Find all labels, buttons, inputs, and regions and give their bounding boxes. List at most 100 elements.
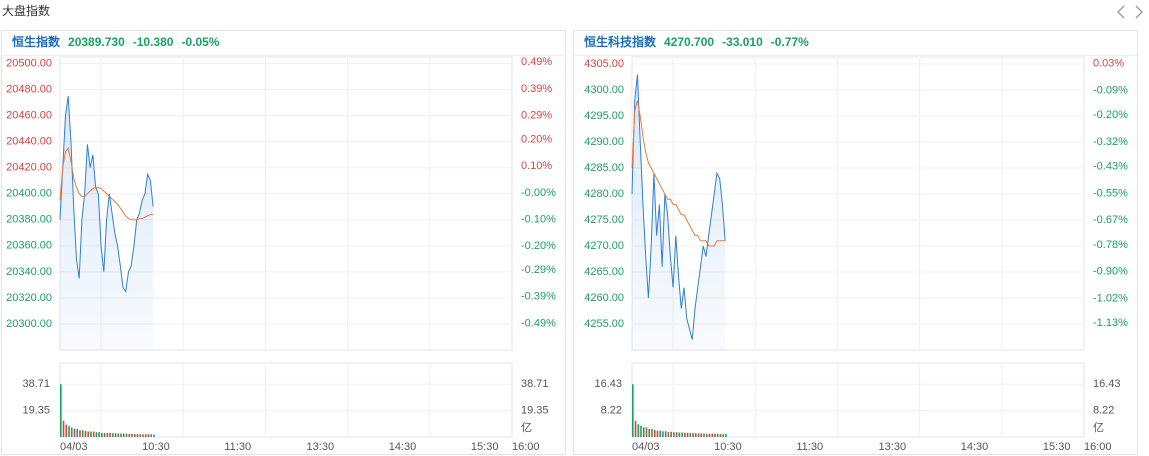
x-tick-label: 11:30	[224, 441, 251, 453]
volume-tick-label: 19.35	[22, 405, 50, 417]
y-tick-label: 20400.00	[6, 188, 52, 200]
volume-bar	[651, 428, 653, 437]
volume-tick-label: 19.35	[521, 405, 549, 417]
volume-bar	[711, 433, 714, 437]
volume-bar	[73, 428, 76, 437]
volume-tick-label: 38.71	[521, 378, 549, 390]
volume-bar	[678, 432, 681, 437]
panel-header: 恒生科技指数 4270.700 -33.010 -0.77%	[584, 34, 809, 49]
volume-bar	[101, 432, 103, 437]
volume-bar	[656, 430, 659, 437]
volume-bar	[106, 432, 109, 437]
y-tick-label: 20300.00	[6, 318, 52, 330]
y-tick-label: 20380.00	[6, 214, 52, 226]
volume-bar	[659, 430, 661, 437]
y2-tick-label: -0.78%	[1093, 239, 1128, 251]
volume-bar	[120, 433, 122, 437]
y2-tick-label: 0.20%	[521, 133, 552, 145]
x-tick-label: 10:30	[714, 441, 742, 453]
volume-bar	[133, 434, 136, 437]
volume-bar	[95, 432, 98, 437]
volume-bar	[139, 434, 142, 437]
volume-bar	[81, 430, 84, 437]
volume-bar	[705, 433, 708, 437]
y2-tick-label: 0.39%	[521, 83, 552, 95]
volume-bar	[645, 427, 648, 437]
volume-bar	[92, 431, 95, 437]
volume-bar	[70, 427, 73, 437]
y2-tick-label: -1.13%	[1093, 317, 1128, 329]
volume-bar	[632, 384, 634, 437]
y2-tick-label: -0.10%	[521, 213, 556, 225]
volume-bar	[648, 428, 651, 437]
prev-arrow[interactable]	[1117, 5, 1125, 19]
volume-bar	[714, 433, 716, 437]
volume-bar	[112, 433, 114, 437]
x-tick-label: 13:30	[307, 441, 335, 453]
volume-bar	[114, 433, 117, 437]
volume-bar	[708, 433, 711, 437]
index-change: -10.380	[133, 35, 174, 49]
volume-bar	[681, 432, 683, 437]
volume-bar	[640, 425, 642, 437]
volume-bar	[65, 424, 68, 437]
x-tick-label: 15:30	[1043, 441, 1071, 453]
y2-tick-label: -1.02%	[1093, 292, 1128, 304]
volume-tick-label: 16.43	[594, 378, 622, 390]
index-change: -33.010	[722, 35, 763, 49]
price-frame	[59, 56, 513, 351]
y2-tick-label: -0.90%	[1093, 266, 1128, 278]
y-tick-label: 20320.00	[6, 292, 52, 304]
y-tick-label: 4265.00	[584, 266, 624, 278]
y2-tick-label: -0.09%	[1093, 84, 1128, 96]
volume-bar	[637, 424, 640, 437]
y2-tick-label: -0.39%	[521, 291, 556, 303]
volume-bar	[725, 434, 727, 437]
panel-header: 恒生指数 20389.730 -10.380 -0.05%	[12, 34, 220, 49]
volume-tick-label: 8.22	[601, 405, 622, 417]
volume-bar	[76, 428, 79, 437]
y2-tick-label: -0.49%	[521, 317, 556, 329]
index-change-pct: -0.77%	[771, 35, 809, 49]
volume-frame	[59, 362, 513, 438]
y-tick-label: 4255.00	[584, 318, 624, 330]
volume-bar	[90, 431, 92, 437]
y2-tick-label: 0.29%	[521, 110, 552, 122]
volume-bar	[98, 432, 100, 437]
y2-tick-label: -0.20%	[1093, 109, 1128, 121]
volume-bar	[144, 434, 147, 437]
y-tick-label: 20440.00	[6, 136, 52, 148]
price-area	[632, 74, 726, 350]
volume-bar	[653, 429, 656, 437]
next-arrow[interactable]	[1135, 5, 1143, 19]
volume-bar	[634, 420, 637, 437]
volume-bar	[128, 433, 131, 437]
volume-bar	[686, 432, 689, 437]
x-tick-label: 04/03	[60, 441, 88, 453]
volume-bar	[667, 431, 670, 437]
y2-tick-label: -0.55%	[1093, 187, 1128, 199]
volume-bar	[153, 434, 155, 437]
x-tick-label: 15:30	[471, 441, 499, 453]
volume-bar	[123, 433, 125, 437]
volume-bar	[150, 434, 152, 437]
y-tick-label: 20460.00	[6, 110, 52, 122]
y2-tick-label: -0.00%	[521, 187, 556, 199]
volume-tick-label: 8.22	[1093, 405, 1114, 417]
volume-bar	[87, 431, 89, 437]
y-tick-label: 4305.00	[584, 58, 624, 70]
volume-bar	[719, 434, 722, 437]
index-name: 恒生指数	[12, 34, 61, 49]
x-tick-label: 04/03	[632, 441, 660, 453]
price-line	[631, 74, 726, 340]
volume-bar	[716, 433, 719, 437]
volume-bar	[662, 431, 664, 437]
y-tick-label: 20420.00	[6, 162, 52, 174]
y-tick-label: 20480.00	[6, 83, 52, 95]
x-tick-label: 13:30	[879, 441, 907, 453]
x-tick-label: 14:30	[389, 441, 417, 453]
volume-tick-label: 38.71	[22, 378, 50, 390]
x-tick-label: 14:30	[961, 441, 989, 453]
index-price: 20389.730	[68, 35, 125, 49]
